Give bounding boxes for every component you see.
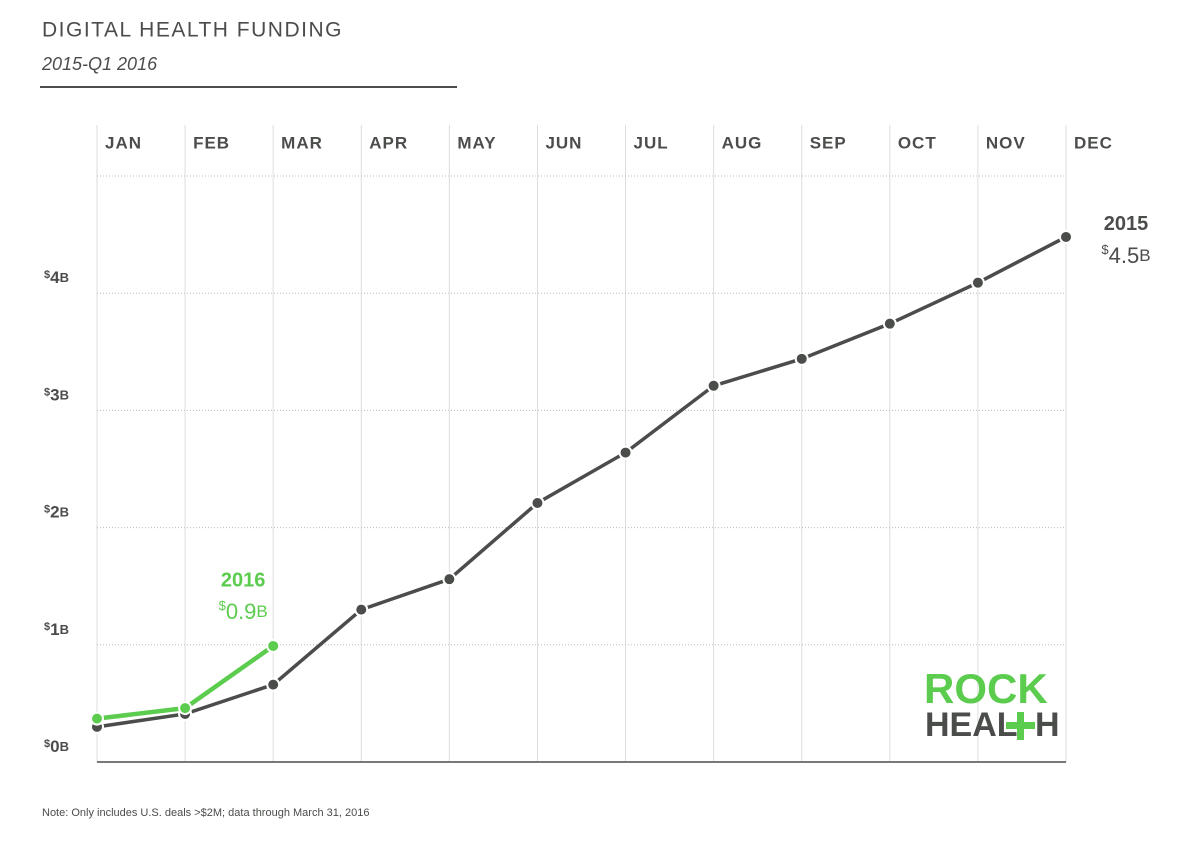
- series-end-label: $0.9B: [219, 598, 268, 623]
- logo-line1: ROCK: [924, 665, 1048, 712]
- logo-line2b: H: [1035, 706, 1060, 744]
- x-tick-label: NOV: [986, 133, 1026, 152]
- end-number: 4.5: [1109, 243, 1140, 268]
- series-name: 2015: [1104, 213, 1149, 235]
- x-tick-label: JAN: [105, 133, 142, 152]
- y-tick-number: 0: [50, 737, 59, 756]
- y-tick-number: 2: [50, 503, 59, 522]
- end-currency: $: [1101, 242, 1109, 257]
- chart-subtitle: 2015-Q1 2016: [41, 54, 158, 74]
- logo-line2a: HEAL: [925, 706, 1018, 744]
- x-tick-label: MAR: [281, 133, 323, 152]
- data-point: [90, 711, 104, 726]
- series-line: [96, 235, 1067, 729]
- y-tick-label: $2B: [44, 503, 69, 522]
- y-tick-unit: B: [60, 622, 69, 637]
- y-tick-unit: B: [60, 505, 69, 520]
- end-number: 0.9: [226, 599, 257, 624]
- data-point: [882, 316, 897, 331]
- y-tick-currency: $: [44, 621, 50, 633]
- logo-cross-h: [1006, 722, 1035, 729]
- y-tick-number: 1: [50, 620, 59, 639]
- data-point: [618, 445, 633, 460]
- y-tick-currency: $: [44, 504, 50, 516]
- data-point: [970, 275, 985, 290]
- x-tick-label: JUN: [545, 133, 582, 152]
- x-tick-label: AUG: [722, 133, 763, 152]
- series-end-label: $4.5B: [1101, 242, 1150, 267]
- x-tick-label: SEP: [810, 133, 847, 152]
- x-tick-label: MAY: [457, 133, 496, 152]
- x-tick-label: OCT: [898, 133, 937, 152]
- y-tick-number: 4: [50, 269, 60, 288]
- y-tick-label: $4B: [44, 269, 69, 288]
- data-point: [442, 572, 457, 587]
- y-tick-label: $0B: [44, 737, 69, 756]
- data-point: [354, 602, 369, 617]
- y-tick-unit: B: [60, 388, 69, 403]
- x-tick-label: APR: [369, 133, 408, 152]
- end-unit: B: [1139, 246, 1150, 265]
- end-unit: B: [256, 602, 267, 621]
- x-tick-label: JUL: [634, 133, 669, 152]
- data-point: [1059, 229, 1073, 244]
- chart-title: DIGITAL HEALTH FUNDING: [42, 19, 343, 42]
- y-tick-unit: B: [60, 271, 69, 286]
- data-point: [266, 638, 281, 653]
- y-tick-currency: $: [44, 269, 50, 281]
- data-point: [706, 378, 721, 393]
- y-tick-label: $3B: [44, 386, 69, 405]
- data-point: [530, 495, 545, 510]
- y-tick-unit: B: [60, 739, 69, 754]
- series-name: 2016: [221, 569, 266, 591]
- data-point: [178, 701, 193, 716]
- y-tick-currency: $: [44, 386, 50, 398]
- y-tick-currency: $: [44, 738, 50, 750]
- note: Note: Only includes U.S. deals >$2M; dat…: [42, 807, 369, 819]
- data-point: [266, 677, 281, 692]
- data-point: [794, 351, 809, 366]
- x-tick-label: FEB: [193, 133, 230, 152]
- y-tick-number: 3: [50, 386, 59, 405]
- y-tick-label: $1B: [44, 620, 69, 639]
- x-tick-label: DEC: [1074, 133, 1113, 152]
- end-currency: $: [219, 598, 227, 613]
